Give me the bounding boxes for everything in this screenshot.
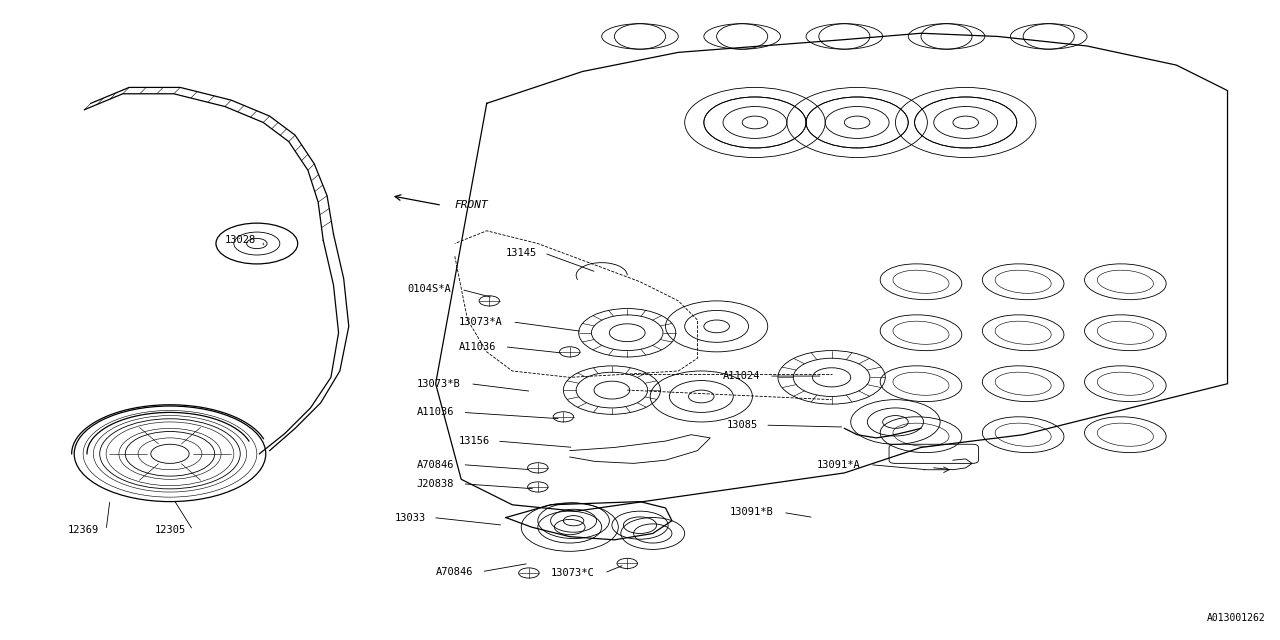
Text: A013001262: A013001262 [1207,612,1266,623]
Text: 13091*B: 13091*B [730,508,773,518]
Text: A11036: A11036 [416,408,454,417]
Text: 13085: 13085 [727,420,758,430]
Text: 13073*C: 13073*C [550,568,594,578]
Text: FRONT: FRONT [454,200,489,211]
Text: 13156: 13156 [458,436,490,446]
Text: J20838: J20838 [416,479,454,489]
Text: A11036: A11036 [458,342,497,352]
Text: 12305: 12305 [155,525,186,535]
Text: 13145: 13145 [506,248,538,258]
Text: 13091*A: 13091*A [817,460,860,470]
Text: 13073*B: 13073*B [416,379,461,388]
Text: 0104S*A: 0104S*A [407,284,452,294]
Text: 12369: 12369 [68,525,99,535]
Text: 13028: 13028 [225,236,256,245]
Text: A70846: A70846 [435,566,474,577]
Text: A70846: A70846 [416,460,454,470]
Text: 13073*A: 13073*A [458,317,502,327]
Text: 13033: 13033 [394,513,426,522]
Text: A11024: A11024 [723,371,760,381]
